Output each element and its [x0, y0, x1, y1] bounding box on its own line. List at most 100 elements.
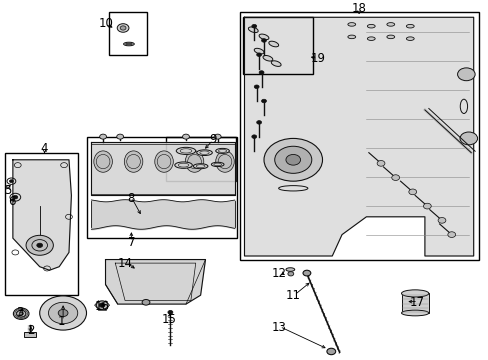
Ellipse shape	[176, 147, 195, 154]
Text: 13: 13	[272, 321, 286, 334]
Text: 17: 17	[409, 296, 424, 309]
Ellipse shape	[401, 290, 428, 297]
Text: 4: 4	[41, 142, 48, 155]
Ellipse shape	[123, 42, 134, 46]
Circle shape	[37, 243, 42, 247]
Bar	[109, 12, 147, 55]
Text: 5: 5	[4, 184, 12, 197]
Circle shape	[214, 134, 221, 139]
Circle shape	[9, 180, 13, 183]
Text: 1: 1	[58, 315, 65, 328]
Circle shape	[254, 85, 259, 89]
Circle shape	[261, 99, 266, 103]
Circle shape	[274, 146, 311, 173]
Circle shape	[251, 135, 256, 138]
Circle shape	[26, 235, 53, 255]
Text: 12: 12	[271, 267, 286, 280]
Ellipse shape	[406, 37, 413, 40]
Circle shape	[13, 308, 29, 319]
Ellipse shape	[193, 164, 207, 169]
Circle shape	[447, 232, 455, 238]
Circle shape	[285, 154, 300, 165]
Circle shape	[261, 39, 266, 42]
Circle shape	[58, 310, 68, 316]
Ellipse shape	[259, 34, 268, 40]
Circle shape	[391, 175, 399, 180]
Circle shape	[457, 68, 474, 81]
Circle shape	[96, 301, 108, 310]
Circle shape	[423, 203, 430, 209]
Bar	[239, 12, 478, 260]
Text: 9: 9	[209, 132, 216, 146]
Ellipse shape	[254, 48, 264, 54]
Ellipse shape	[386, 23, 394, 26]
Ellipse shape	[211, 162, 224, 167]
Text: 2: 2	[27, 324, 35, 337]
Text: 15: 15	[161, 313, 176, 326]
Circle shape	[287, 272, 293, 276]
Ellipse shape	[271, 61, 281, 66]
Ellipse shape	[401, 310, 428, 316]
Text: 8: 8	[127, 192, 135, 205]
Bar	[24, 332, 36, 337]
Circle shape	[99, 303, 105, 307]
Text: 16: 16	[94, 300, 109, 313]
Text: 14: 14	[117, 257, 132, 270]
Circle shape	[437, 217, 445, 223]
Circle shape	[256, 121, 261, 124]
Bar	[87, 137, 237, 238]
Polygon shape	[105, 260, 205, 304]
Text: 11: 11	[285, 289, 300, 302]
Bar	[4, 153, 78, 295]
Ellipse shape	[268, 41, 278, 47]
Ellipse shape	[263, 55, 272, 61]
Polygon shape	[13, 160, 71, 270]
Ellipse shape	[125, 43, 132, 45]
Circle shape	[167, 310, 172, 314]
Circle shape	[256, 53, 261, 57]
Polygon shape	[91, 142, 234, 195]
Text: 10: 10	[99, 17, 113, 30]
Polygon shape	[244, 17, 473, 256]
Ellipse shape	[347, 23, 355, 26]
Circle shape	[251, 24, 256, 28]
Text: 6: 6	[8, 195, 15, 208]
Circle shape	[408, 189, 416, 195]
Circle shape	[264, 138, 322, 181]
Circle shape	[326, 348, 335, 355]
Ellipse shape	[366, 37, 374, 40]
Circle shape	[117, 24, 129, 32]
Bar	[401, 293, 428, 313]
Text: 3: 3	[17, 306, 24, 319]
Circle shape	[19, 312, 23, 315]
Text: 7: 7	[127, 236, 135, 249]
Text: 18: 18	[351, 2, 366, 15]
Circle shape	[303, 270, 310, 276]
Circle shape	[48, 302, 78, 324]
Ellipse shape	[285, 268, 294, 271]
Circle shape	[100, 134, 106, 139]
Circle shape	[182, 134, 189, 139]
Ellipse shape	[185, 151, 203, 172]
Circle shape	[142, 300, 150, 305]
Circle shape	[259, 71, 264, 74]
Ellipse shape	[215, 151, 234, 172]
Circle shape	[120, 26, 126, 30]
Ellipse shape	[215, 148, 229, 153]
Circle shape	[459, 132, 477, 145]
Bar	[242, 17, 312, 74]
Circle shape	[40, 296, 86, 330]
Bar	[166, 137, 235, 181]
Ellipse shape	[366, 24, 374, 28]
Ellipse shape	[124, 151, 142, 172]
Circle shape	[376, 161, 384, 166]
Ellipse shape	[196, 150, 212, 156]
Ellipse shape	[386, 35, 394, 39]
Ellipse shape	[406, 24, 413, 28]
Ellipse shape	[347, 35, 355, 39]
Text: 19: 19	[310, 52, 325, 65]
Ellipse shape	[155, 151, 173, 172]
Ellipse shape	[174, 162, 192, 168]
Circle shape	[16, 310, 26, 317]
Circle shape	[13, 195, 18, 199]
